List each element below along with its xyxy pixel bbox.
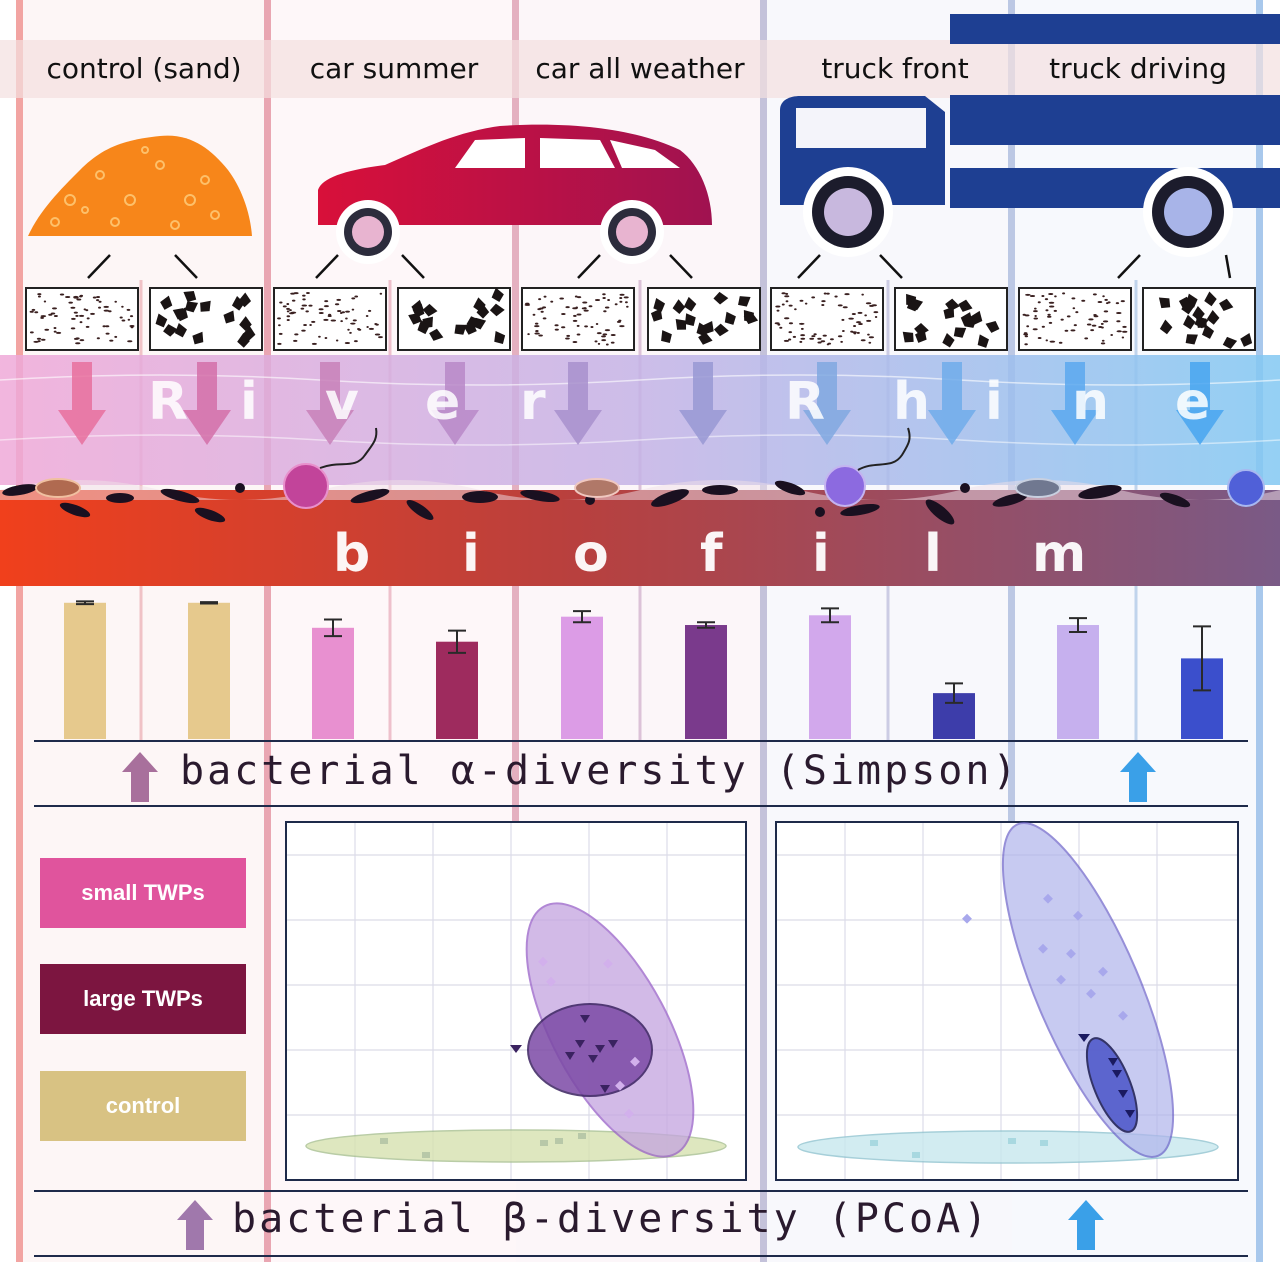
- small-particle-box: [273, 287, 387, 351]
- error-bar: [945, 682, 963, 704]
- river-letter: n: [1072, 372, 1110, 432]
- alpha-bar: [685, 625, 727, 739]
- legend-small-twps: small TWPs: [40, 858, 246, 928]
- alpha-arrow-left-icon: [122, 752, 158, 802]
- biofilm-band: [0, 480, 1280, 586]
- down-arrow-icon: [679, 362, 727, 445]
- down-arrow-icon: [183, 362, 231, 445]
- pcoa-panel-truck: [775, 821, 1239, 1181]
- river-letter: e: [425, 372, 461, 432]
- river-letter: i: [985, 372, 1003, 432]
- beta-arrow-left-icon: [177, 1200, 213, 1250]
- biofilm-letter: b: [333, 524, 371, 584]
- settling-arrows: [58, 362, 1224, 445]
- biofilm-letter: f: [700, 524, 723, 584]
- error-bar: [324, 618, 342, 638]
- error-bar: [1069, 617, 1087, 633]
- small-particle-box: [521, 287, 635, 351]
- small-particle-box: [770, 287, 884, 351]
- river-letter: i: [240, 372, 258, 432]
- down-arrow-icon: [58, 362, 106, 445]
- car-icon: [318, 124, 712, 264]
- river-letter: v: [325, 372, 359, 432]
- treatment-label-car-all-weather: car all weather: [535, 52, 745, 85]
- alpha-bar: [436, 641, 478, 739]
- alpha-bar: [1057, 625, 1099, 739]
- small-particle-box: [1018, 287, 1132, 351]
- pcoa-panel-car: [285, 821, 747, 1181]
- biofilm-particles: [2, 480, 1191, 525]
- large-particle-box: [647, 287, 761, 351]
- beta-arrow-right-icon: [1068, 1200, 1104, 1250]
- error-bar: [697, 621, 715, 629]
- error-bar: [1193, 625, 1211, 692]
- truck-icon: [780, 14, 1280, 257]
- treatment-label-car-summer: car summer: [309, 52, 479, 85]
- large-particle-box: [397, 287, 511, 351]
- biofilm-letter: l: [924, 524, 942, 584]
- large-particle-box: [894, 287, 1008, 351]
- treatment-label-truck-driving: truck driving: [1049, 52, 1227, 85]
- river-letter: R: [785, 372, 826, 432]
- sand-pile-icon: [28, 135, 252, 236]
- error-bar: [448, 629, 466, 654]
- error-bar: [573, 610, 591, 624]
- error-bar: [821, 607, 839, 624]
- particle-boxes: [25, 287, 1256, 351]
- river-letter: h: [893, 372, 931, 432]
- alpha-bar: [561, 616, 603, 739]
- alpha-bar-chart: [64, 600, 1223, 739]
- down-arrow-icon: [306, 362, 354, 445]
- alpha-bar: [809, 615, 851, 739]
- river-letter: r: [520, 372, 546, 432]
- source-arrows: [87, 254, 1232, 279]
- river-letter: e: [1175, 372, 1211, 432]
- bacteria-icons: [35, 427, 1265, 509]
- down-arrow-icon: [928, 362, 976, 445]
- legend-control: control: [40, 1071, 246, 1141]
- large-particle-box: [149, 287, 263, 351]
- biofilm-letter: i: [812, 524, 830, 584]
- biofilm-letter: o: [573, 524, 609, 584]
- treatment-label-truck-front: truck front: [821, 52, 969, 85]
- error-bar: [200, 601, 218, 605]
- river-letter: R: [148, 372, 189, 432]
- down-arrow-icon: [1051, 362, 1099, 445]
- biofilm-letter: i: [462, 524, 480, 584]
- down-arrow-icon: [803, 362, 851, 445]
- biofilm-letter: m: [1032, 524, 1087, 584]
- legend-large-twps: large TWPs: [40, 964, 246, 1034]
- small-particle-box: [25, 287, 139, 351]
- alpha-bar: [312, 627, 354, 739]
- treatment-label-control: control (sand): [46, 52, 242, 85]
- down-arrow-icon: [1176, 362, 1224, 445]
- header-band: [0, 40, 1280, 98]
- alpha-bar: [64, 602, 106, 739]
- alpha-diversity-title: bacterial α-diversity (Simpson): [180, 748, 1020, 794]
- error-bar: [76, 600, 94, 606]
- alpha-bar: [188, 602, 230, 739]
- large-particle-box: [1142, 287, 1256, 351]
- down-arrow-icon: [554, 362, 602, 445]
- beta-diversity-title: bacterial β-diversity (PCoA): [232, 1196, 991, 1242]
- alpha-arrow-right-icon: [1120, 752, 1156, 802]
- down-arrow-icon: [431, 362, 479, 445]
